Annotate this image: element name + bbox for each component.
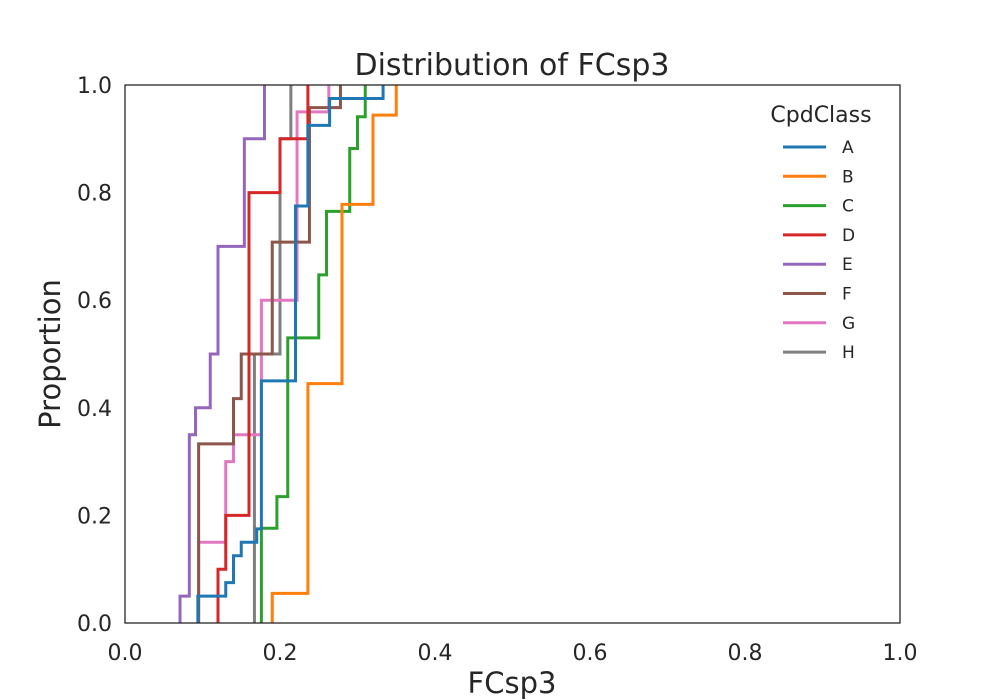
x-tick-label: 0.0 — [108, 641, 143, 666]
legend-label-b: B — [842, 167, 854, 187]
y-axis-label: Proportion — [33, 279, 67, 429]
x-tick-label: 0.8 — [728, 641, 763, 666]
series-line-a — [196, 85, 385, 623]
legend-label-e: E — [842, 255, 853, 275]
series-line-e — [178, 85, 266, 623]
y-tick-label: 0.6 — [77, 289, 112, 314]
y-tick-label: 0.4 — [77, 397, 112, 422]
x-tick-label: 1.0 — [883, 641, 918, 666]
y-tick-label: 0.8 — [77, 182, 112, 207]
y-tick-label: 1.0 — [77, 74, 112, 99]
legend-label-h: H — [842, 343, 855, 363]
series-line-d — [216, 85, 310, 623]
x-tick-label: 0.6 — [573, 641, 608, 666]
series-line-f — [197, 85, 342, 623]
y-axis-ticks: 0.0 0.2 0.4 0.6 0.8 1.0 — [77, 74, 112, 637]
legend-label-c: C — [842, 197, 854, 217]
series-line-h — [252, 85, 293, 623]
series-line-b — [270, 85, 398, 623]
series-layer — [178, 85, 398, 623]
plot-area — [124, 84, 901, 624]
x-tick-label: 0.4 — [418, 641, 453, 666]
legend-label-f: F — [842, 285, 852, 305]
x-axis-ticks: 0.0 0.2 0.4 0.6 0.8 1.0 — [108, 641, 918, 666]
chart-title: Distribution of FCsp3 — [355, 48, 670, 83]
x-axis-label: FCsp3 — [468, 666, 557, 700]
legend-label-a: A — [842, 138, 854, 158]
plot-frame — [124, 84, 901, 624]
legend-label-d: D — [842, 226, 855, 246]
x-tick-label: 0.2 — [263, 641, 298, 666]
series-line-c — [259, 85, 367, 623]
y-tick-label: 0.0 — [77, 612, 112, 637]
legend-label-g: G — [842, 314, 855, 334]
legend-title: CpdClass — [770, 103, 871, 128]
y-tick-label: 0.2 — [77, 504, 112, 529]
